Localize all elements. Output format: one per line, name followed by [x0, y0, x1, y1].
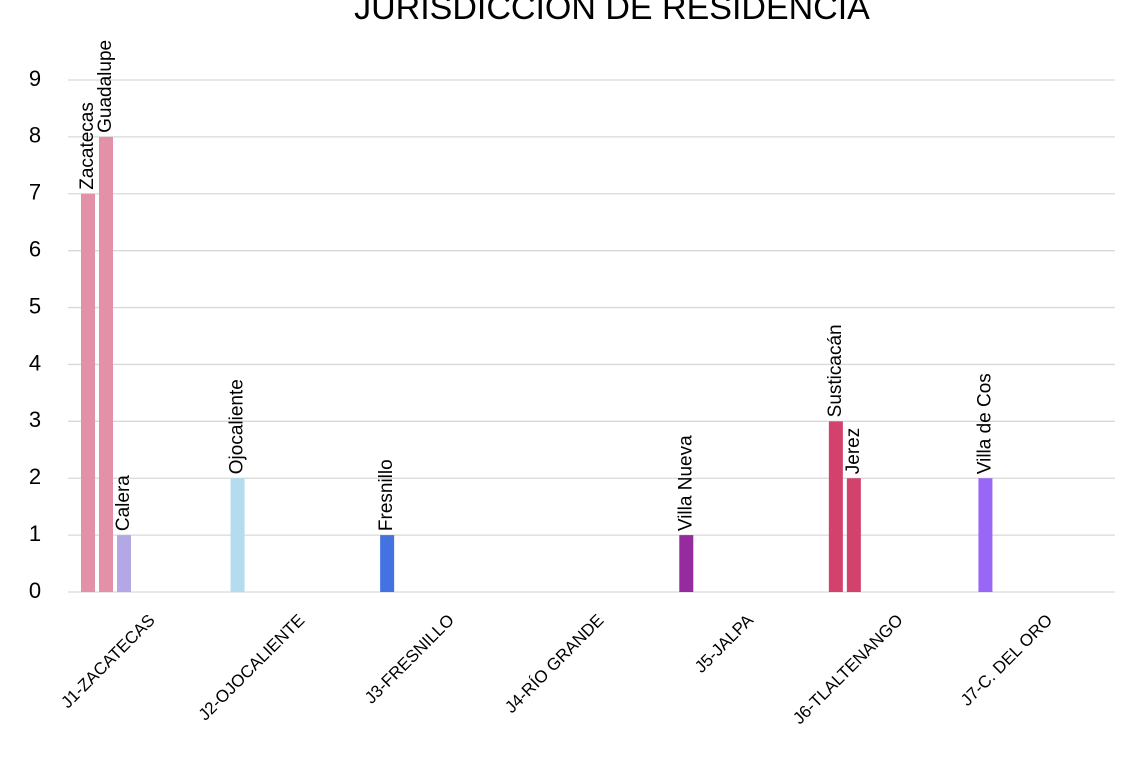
bar-label: Villa Nueva	[675, 435, 696, 531]
y-tick-label: 2	[29, 464, 41, 489]
bar-label: Zacatecas	[77, 102, 98, 190]
y-tick-label: 6	[29, 236, 41, 261]
x-tick-label: J2-OJOCALIENTE	[195, 611, 309, 725]
y-tick-label: 1	[29, 521, 41, 546]
y-tick-label: 0	[29, 578, 41, 603]
bar	[230, 478, 245, 592]
bar	[828, 421, 843, 592]
x-tick-label: J6-TLALTENANGO	[789, 611, 906, 728]
y-tick-label: 5	[29, 293, 41, 318]
y-tick-label: 8	[29, 123, 41, 148]
bar-label: Ojocaliente	[227, 379, 248, 474]
x-tick-label: J3-FRESNILLO	[361, 611, 458, 708]
bar	[846, 478, 861, 592]
chart-title: JURISDICCIÓN DE RESIDENCIA	[354, 0, 870, 27]
bar	[978, 478, 993, 592]
bar	[99, 136, 113, 592]
bar-label: Guadalupe	[95, 40, 116, 133]
bar	[117, 535, 131, 592]
bar-label: Fresnillo	[376, 459, 397, 531]
y-tick-label: 9	[29, 66, 41, 91]
bar-label: Villa de Cos	[974, 373, 995, 474]
bar-label: Susticacán	[825, 324, 846, 417]
bar	[81, 193, 95, 592]
y-tick-label: 7	[29, 180, 41, 205]
x-tick-label: J7-C. DEL ORO	[957, 611, 1056, 710]
bar	[679, 535, 694, 592]
bar	[380, 535, 395, 592]
x-tick-label: J4-RÍO GRANDE	[501, 611, 607, 717]
x-tick-label: J5-JALPA	[691, 610, 757, 676]
x-tick-label: J1-ZACATECAS	[57, 611, 158, 712]
bar-label: Calera	[113, 475, 134, 531]
bar-label: Jerez	[843, 428, 864, 474]
y-tick-label: 3	[29, 407, 41, 432]
y-tick-label: 4	[29, 350, 41, 375]
